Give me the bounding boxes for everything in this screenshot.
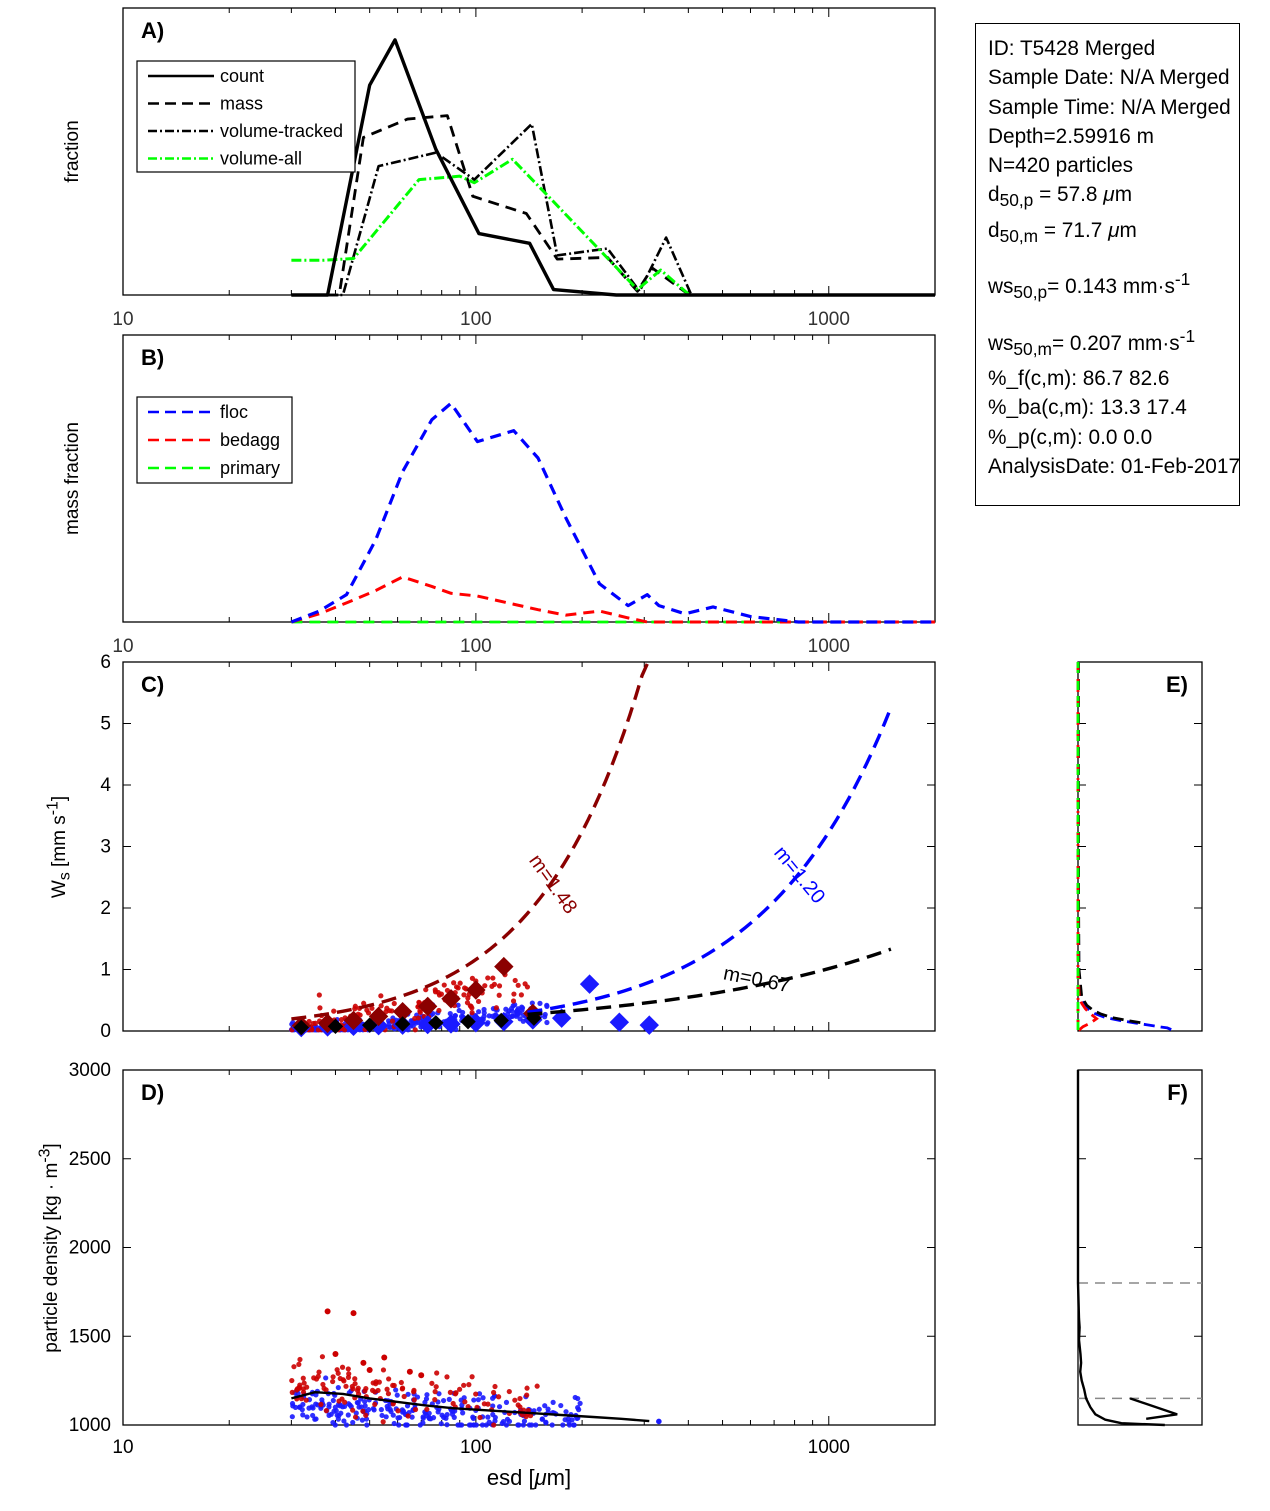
svg-text:volume-all: volume-all (220, 149, 302, 169)
svg-text:1000: 1000 (808, 309, 850, 330)
svg-text:0: 0 (100, 1021, 111, 1042)
svg-text:D): D) (141, 1080, 164, 1105)
svg-text:6: 6 (100, 652, 111, 673)
svg-text:floc: floc (220, 402, 248, 422)
svg-text:1500: 1500 (69, 1326, 111, 1347)
svg-text:10: 10 (112, 1437, 133, 1458)
svg-text:2: 2 (100, 898, 111, 919)
svg-text:fraction: fraction (62, 120, 83, 182)
svg-text:4: 4 (100, 775, 111, 796)
svg-text:A): A) (141, 18, 164, 43)
svg-text:10: 10 (112, 309, 133, 330)
svg-text:100: 100 (460, 636, 492, 657)
svg-text:B): B) (141, 345, 164, 370)
svg-text:3: 3 (100, 837, 111, 858)
svg-text:esd [μm]: esd [μm] (487, 1465, 571, 1490)
svg-text:100: 100 (460, 1437, 492, 1458)
svg-text:2500: 2500 (69, 1149, 111, 1170)
svg-text:10: 10 (112, 636, 133, 657)
svg-text:E): E) (1166, 672, 1188, 697)
svg-text:bedagg: bedagg (220, 430, 280, 450)
svg-text:3000: 3000 (69, 1060, 111, 1081)
svg-text:1000: 1000 (808, 636, 850, 657)
svg-text:m=1.48: m=1.48 (524, 851, 581, 919)
svg-text:mass fraction: mass fraction (62, 422, 83, 535)
svg-text:primary: primary (220, 458, 280, 478)
svg-text:5: 5 (100, 714, 111, 735)
svg-text:C): C) (141, 672, 164, 697)
svg-text:1000: 1000 (69, 1415, 111, 1436)
svg-text:1000: 1000 (808, 1437, 850, 1458)
svg-text:count: count (220, 66, 264, 86)
svg-text:mass: mass (220, 94, 263, 114)
svg-text:2000: 2000 (69, 1238, 111, 1259)
svg-text:volume-tracked: volume-tracked (220, 121, 343, 141)
svg-text:1: 1 (100, 960, 111, 981)
svg-text:100: 100 (460, 309, 492, 330)
svg-text:F): F) (1167, 1080, 1188, 1105)
svg-text:m=0.67: m=0.67 (722, 962, 792, 997)
